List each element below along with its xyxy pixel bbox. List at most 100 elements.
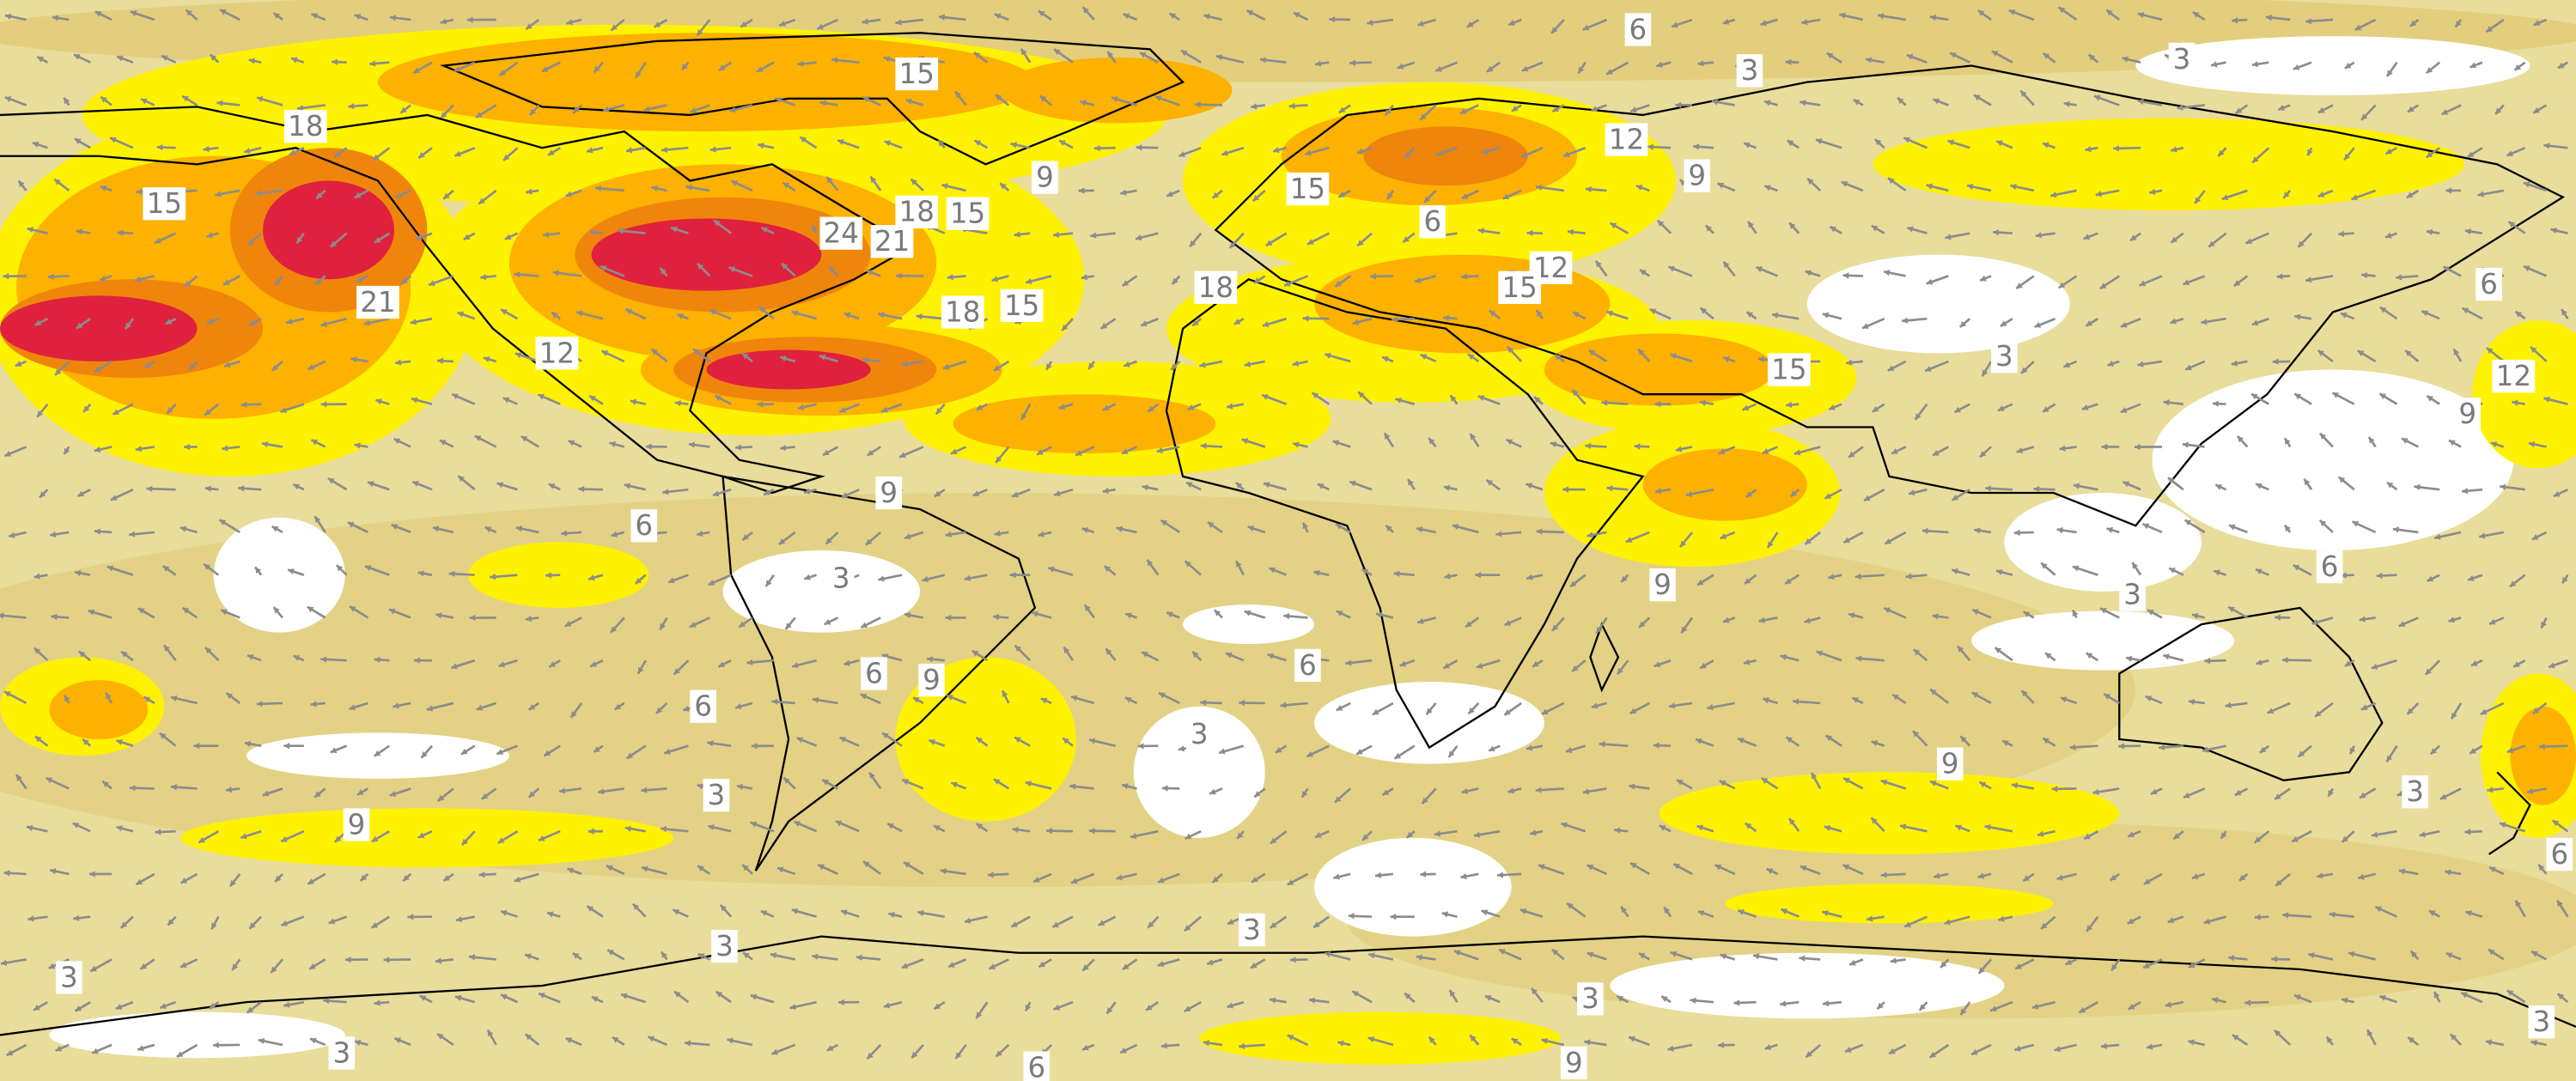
- arrow-head: [2033, 485, 2040, 493]
- arrow-head: [2020, 90, 2027, 98]
- arrow-head: [356, 276, 362, 282]
- arrow-head: [1190, 240, 1197, 247]
- arrow-head: [389, 791, 397, 797]
- arrow-head: [2514, 64, 2522, 70]
- arrow-head: [336, 565, 344, 572]
- arrow-head: [403, 874, 410, 882]
- arrow-head: [310, 701, 317, 708]
- contour-label: 9: [1036, 161, 1054, 194]
- arrow-head: [248, 58, 255, 64]
- arrow-head: [1841, 180, 1848, 187]
- arrow-head: [1184, 833, 1192, 840]
- arrow-head: [761, 227, 769, 234]
- arrow-head: [256, 95, 264, 103]
- arrow-head: [1799, 955, 1806, 962]
- arrow-head: [1147, 559, 1154, 567]
- arrow-head: [2538, 743, 2545, 750]
- arrow-head: [860, 693, 868, 700]
- arrow-head: [565, 1037, 573, 1044]
- arrow-head: [758, 307, 766, 313]
- arrow-head: [37, 57, 44, 63]
- arrow-head: [2171, 146, 2177, 153]
- arrow-head: [2398, 868, 2406, 875]
- arrow-head: [33, 1004, 40, 1011]
- arrow-head: [2167, 917, 2175, 924]
- arrow-head: [941, 183, 948, 190]
- label-bg: [1419, 205, 1446, 239]
- arrow-head: [1382, 355, 1389, 362]
- contour-label: 15: [1501, 271, 1537, 304]
- arrow-head: [1719, 780, 1726, 786]
- arrow-head: [1629, 783, 1635, 790]
- arrow-head: [964, 917, 971, 924]
- arrow-head: [1816, 138, 1823, 145]
- arrow-head: [363, 319, 370, 326]
- label-bg: [1185, 718, 1213, 751]
- arrow-head: [293, 655, 301, 661]
- arrow-head: [1519, 908, 1527, 915]
- arrow-head: [760, 910, 768, 917]
- arrow-head: [677, 313, 684, 319]
- arrow-head: [2072, 565, 2080, 572]
- arrow-head: [2185, 364, 2192, 371]
- contour-label: 12: [1609, 124, 1644, 156]
- arrow-head: [2408, 1037, 2415, 1043]
- contour-label: 9: [1565, 1047, 1583, 1079]
- arrow-head: [2149, 188, 2156, 196]
- arrow-head: [651, 349, 659, 355]
- arrow-head: [413, 657, 420, 664]
- arrow-head: [35, 736, 42, 743]
- arrow-head: [1038, 961, 1046, 968]
- arrow-head: [137, 1045, 144, 1052]
- arrow-head: [2101, 443, 2108, 451]
- arrow-head: [1673, 864, 1681, 870]
- arrow-head: [718, 64, 726, 71]
- arrow-head: [1207, 522, 1215, 528]
- arrow-head: [2278, 105, 2286, 111]
- arrow-head: [935, 407, 942, 415]
- arrow-head: [2549, 662, 2555, 669]
- arrow-head: [1521, 65, 1529, 72]
- arrow-head: [1984, 823, 1991, 831]
- arrow-head: [2512, 399, 2518, 406]
- arrow-head: [2086, 653, 2093, 659]
- arrow-head: [271, 966, 277, 974]
- arrow-head: [1960, 736, 1967, 743]
- arrow-head: [1465, 621, 1472, 628]
- arrow-head: [2065, 959, 2073, 965]
- arrow-head: [590, 661, 597, 667]
- arrow-head: [661, 146, 667, 154]
- arrow-head: [2464, 228, 2471, 235]
- arrow-head: [1535, 786, 1542, 793]
- arrow-head: [1786, 401, 1793, 409]
- arrow-head: [1588, 349, 1596, 356]
- label-bg: [356, 285, 399, 319]
- arrow-head: [1639, 621, 1646, 628]
- arrow-head: [435, 957, 442, 964]
- arrow-head: [1800, 100, 1806, 106]
- arrow-head: [661, 951, 667, 959]
- arrow-head: [1915, 413, 1921, 420]
- arrow-head: [994, 530, 1001, 537]
- arrow-head: [1104, 566, 1111, 573]
- arrow-head: [1884, 607, 1891, 614]
- arrow-head: [660, 268, 667, 275]
- arrow-head: [238, 485, 245, 492]
- arrow-head: [888, 912, 895, 919]
- arrow-head: [364, 565, 372, 572]
- arrow-head: [1166, 191, 1173, 197]
- arrow-head: [484, 526, 492, 533]
- arrow-head: [1743, 659, 1751, 665]
- arrow-head: [947, 695, 953, 701]
- arrow-head: [1244, 361, 1251, 367]
- arrow-head: [18, 180, 25, 188]
- arrow-head: [416, 234, 423, 240]
- arrow-head: [1474, 831, 1481, 838]
- label-bg: [2316, 550, 2343, 584]
- arrow-head: [1890, 957, 1897, 964]
- arrow-head: [828, 265, 836, 273]
- arrow-head: [241, 401, 247, 409]
- arrow-head: [314, 791, 321, 798]
- arrow-head: [601, 350, 609, 356]
- arrow-head: [1606, 310, 1614, 317]
